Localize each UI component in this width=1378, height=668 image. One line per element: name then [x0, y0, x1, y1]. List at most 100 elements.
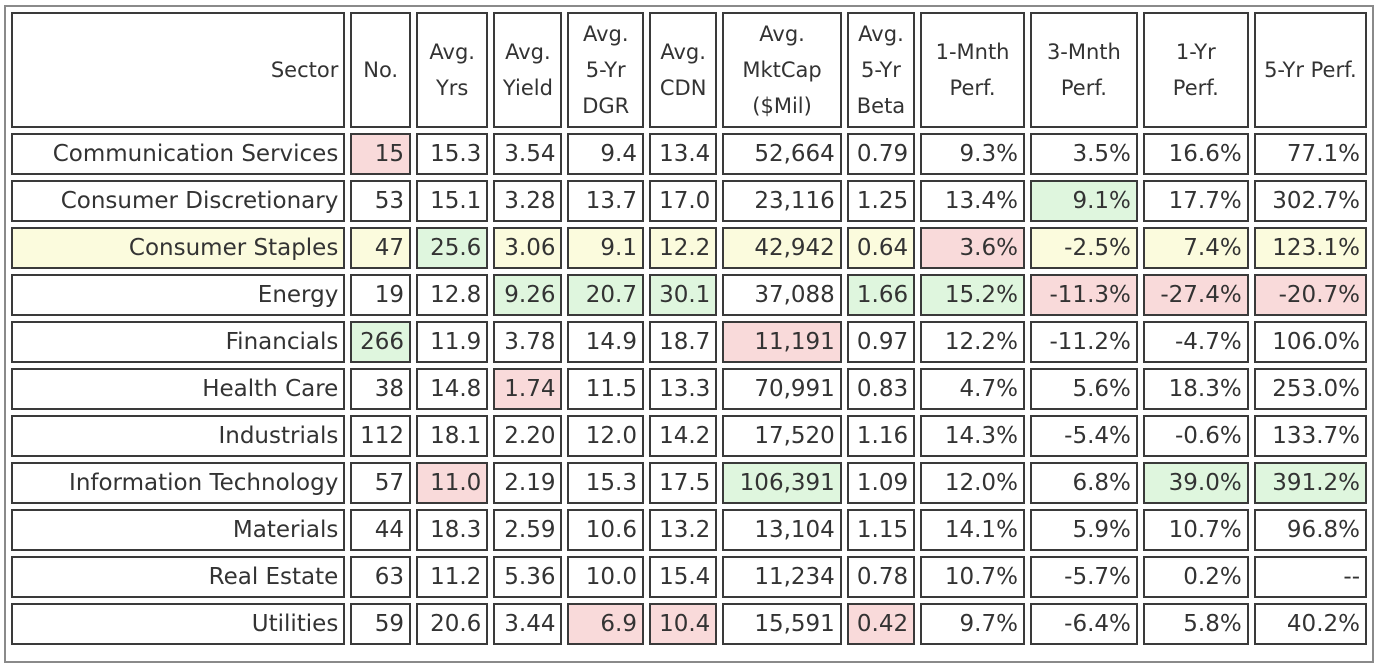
1yr-perf-cell: -0.6% — [1142, 415, 1249, 457]
table-row: Utilities 59 20.6 3.44 6.9 10.4 15,591 0.42 9.7%… — [11, 603, 1367, 645]
avg-cdn-cell: 12.2 — [648, 227, 718, 269]
avg-yrs-cell: 14.8 — [416, 368, 489, 410]
1mnth-perf-cell: 13.4% — [920, 180, 1025, 222]
no-cell: 59 — [350, 603, 412, 645]
avg-yrs-cell: 18.1 — [416, 415, 489, 457]
sector-cell: Energy — [11, 274, 346, 316]
3mnth-perf-cell: -6.4% — [1029, 603, 1138, 645]
avg-yield-cell: 2.59 — [493, 509, 563, 551]
avg-5yr-beta-cell: 0.97 — [846, 321, 916, 363]
avg-5yr-dgr-cell: 13.7 — [567, 180, 644, 222]
avg-5yr-beta-cell: 0.83 — [846, 368, 916, 410]
avg-5yr-beta-cell: 0.78 — [846, 556, 916, 598]
header-no: No. — [350, 12, 412, 128]
no-cell: 266 — [350, 321, 412, 363]
avg-yield-cell: 3.78 — [493, 321, 563, 363]
1yr-perf-cell: 39.0% — [1142, 462, 1249, 504]
avg-5yr-dgr-cell: 20.7 — [567, 274, 644, 316]
avg-5yr-dgr-cell: 15.3 — [567, 462, 644, 504]
avg-yield-cell: 3.44 — [493, 603, 563, 645]
5yr-perf-cell: 123.1% — [1253, 227, 1367, 269]
avg-cdn-cell: 10.4 — [648, 603, 718, 645]
avg-5yr-dgr-cell: 6.9 — [567, 603, 644, 645]
1mnth-perf-cell: 10.7% — [920, 556, 1025, 598]
5yr-perf-cell: -20.7% — [1253, 274, 1367, 316]
sector-cell: Materials — [11, 509, 346, 551]
1yr-perf-cell: 7.4% — [1142, 227, 1249, 269]
avg-5yr-beta-cell: 1.16 — [846, 415, 916, 457]
sector-cell: Health Care — [11, 368, 346, 410]
avg-cdn-cell: 13.3 — [648, 368, 718, 410]
1yr-perf-cell: 10.7% — [1142, 509, 1249, 551]
avg-5yr-dgr-cell: 10.0 — [567, 556, 644, 598]
avg-mktcap-cell: 42,942 — [722, 227, 842, 269]
sector-cell: Information Technology — [11, 462, 346, 504]
5yr-perf-cell: 302.7% — [1253, 180, 1367, 222]
avg-5yr-beta-cell: 1.25 — [846, 180, 916, 222]
1mnth-perf-cell: 12.2% — [920, 321, 1025, 363]
avg-5yr-dgr-cell: 12.0 — [567, 415, 644, 457]
avg-cdn-cell: 14.2 — [648, 415, 718, 457]
table-row: Real Estate 63 11.2 5.36 10.0 15.4 11,234 0.78 1… — [11, 556, 1367, 598]
avg-5yr-beta-cell: 1.66 — [846, 274, 916, 316]
avg-yrs-cell: 15.3 — [416, 133, 489, 175]
header-sector: Sector — [11, 12, 346, 128]
avg-yield-cell: 9.26 — [493, 274, 563, 316]
avg-5yr-beta-cell: 1.15 — [846, 509, 916, 551]
avg-yield-cell: 3.54 — [493, 133, 563, 175]
no-cell: 19 — [350, 274, 412, 316]
1yr-perf-cell: 17.7% — [1142, 180, 1249, 222]
no-cell: 63 — [350, 556, 412, 598]
no-cell: 44 — [350, 509, 412, 551]
1mnth-perf-cell: 15.2% — [920, 274, 1025, 316]
5yr-perf-cell: -- — [1253, 556, 1367, 598]
no-cell: 47 — [350, 227, 412, 269]
table-row: Information Technology 57 11.0 2.19 15.3 17.5… — [11, 462, 1367, 504]
avg-mktcap-cell: 15,591 — [722, 603, 842, 645]
header-avg-cdn: Avg. CDN — [648, 12, 718, 128]
1yr-perf-cell: 0.2% — [1142, 556, 1249, 598]
avg-cdn-cell: 13.2 — [648, 509, 718, 551]
3mnth-perf-cell: 3.5% — [1029, 133, 1138, 175]
3mnth-perf-cell: 9.1% — [1029, 180, 1138, 222]
avg-5yr-dgr-cell: 10.6 — [567, 509, 644, 551]
sector-cell: Industrials — [11, 415, 346, 457]
table-row: Financials 266 11.9 3.78 14.9 18.7 11,191 0.97 1… — [11, 321, 1367, 363]
avg-mktcap-cell: 11,234 — [722, 556, 842, 598]
avg-yrs-cell: 18.3 — [416, 509, 489, 551]
sector-table-frame: Sector No. Avg. Yrs Avg. Yield Avg. 5-Yr… — [4, 5, 1374, 663]
header-1mnth-perf: 1-Mnth Perf. — [920, 12, 1025, 128]
3mnth-perf-cell: -11.2% — [1029, 321, 1138, 363]
1yr-perf-cell: 16.6% — [1142, 133, 1249, 175]
header-avg-yield: Avg. Yield — [493, 12, 563, 128]
avg-mktcap-cell: 106,391 — [722, 462, 842, 504]
avg-mktcap-cell: 52,664 — [722, 133, 842, 175]
3mnth-perf-cell: -11.3% — [1029, 274, 1138, 316]
header-5yr-perf: 5-Yr Perf. — [1253, 12, 1367, 128]
avg-5yr-beta-cell: 1.09 — [846, 462, 916, 504]
avg-yrs-cell: 25.6 — [416, 227, 489, 269]
3mnth-perf-cell: 5.6% — [1029, 368, 1138, 410]
avg-mktcap-cell: 37,088 — [722, 274, 842, 316]
avg-yield-cell: 2.20 — [493, 415, 563, 457]
avg-cdn-cell: 15.4 — [648, 556, 718, 598]
avg-mktcap-cell: 23,116 — [722, 180, 842, 222]
avg-yrs-cell: 11.2 — [416, 556, 489, 598]
header-avg-mktcap: Avg. MktCap ($Mil) — [722, 12, 842, 128]
5yr-perf-cell: 133.7% — [1253, 415, 1367, 457]
avg-yrs-cell: 11.9 — [416, 321, 489, 363]
1mnth-perf-cell: 14.3% — [920, 415, 1025, 457]
avg-5yr-beta-cell: 0.64 — [846, 227, 916, 269]
sector-cell: Consumer Discretionary — [11, 180, 346, 222]
header-avg-yrs: Avg. Yrs — [416, 12, 489, 128]
avg-mktcap-cell: 11,191 — [722, 321, 842, 363]
no-cell: 38 — [350, 368, 412, 410]
header-1yr-perf: 1-Yr Perf. — [1142, 12, 1249, 128]
avg-5yr-dgr-cell: 14.9 — [567, 321, 644, 363]
avg-cdn-cell: 13.4 — [648, 133, 718, 175]
3mnth-perf-cell: -5.4% — [1029, 415, 1138, 457]
avg-yield-cell: 1.74 — [493, 368, 563, 410]
header-avg-5yr-dgr: Avg. 5-Yr DGR — [567, 12, 644, 128]
avg-mktcap-cell: 17,520 — [722, 415, 842, 457]
table-row: Energy 19 12.8 9.26 20.7 30.1 37,088 1.66 15.2% -… — [11, 274, 1367, 316]
